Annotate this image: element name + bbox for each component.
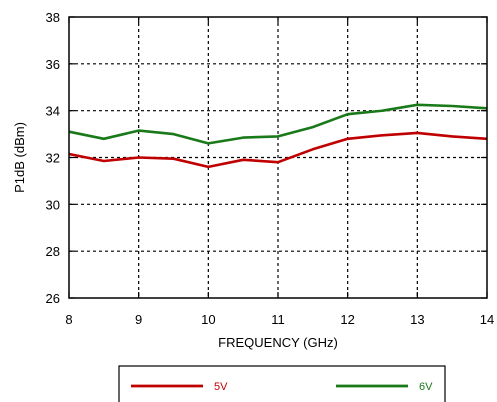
axis-ticks bbox=[68, 16, 488, 299]
grid-lines bbox=[69, 17, 487, 298]
series-lines bbox=[68, 103, 488, 169]
y-tick-labels: 26 28 30 32 34 36 38 bbox=[46, 10, 60, 306]
x-tick-labels: 8 9 10 11 12 13 14 bbox=[65, 312, 494, 327]
legend-label-6v: 6V bbox=[419, 381, 433, 393]
y-tick-label: 38 bbox=[46, 10, 60, 25]
y-tick-label: 34 bbox=[46, 104, 60, 119]
y-tick-label: 30 bbox=[46, 197, 60, 212]
x-tick-label: 11 bbox=[271, 312, 285, 327]
y-tick-label: 26 bbox=[46, 291, 60, 306]
x-tick-label: 9 bbox=[135, 312, 142, 327]
x-tick-label: 10 bbox=[201, 312, 215, 327]
x-tick-label: 14 bbox=[480, 312, 494, 327]
y-axis-title: P1dB (dBm) bbox=[12, 122, 27, 193]
legend: 5V 6V bbox=[118, 365, 446, 402]
y-tick-label: 36 bbox=[46, 57, 60, 72]
x-tick-label: 13 bbox=[410, 312, 424, 327]
x-axis-title: FREQUENCY (GHz) bbox=[218, 335, 338, 350]
y-tick-label: 32 bbox=[46, 151, 60, 166]
series-line-6v bbox=[68, 103, 488, 145]
legend-label-5v: 5V bbox=[214, 381, 228, 393]
series-line-5v bbox=[68, 131, 488, 169]
y-tick-label: 28 bbox=[46, 244, 60, 259]
x-tick-label: 8 bbox=[65, 312, 72, 327]
x-tick-label: 12 bbox=[340, 312, 354, 327]
legend-box bbox=[118, 365, 446, 402]
